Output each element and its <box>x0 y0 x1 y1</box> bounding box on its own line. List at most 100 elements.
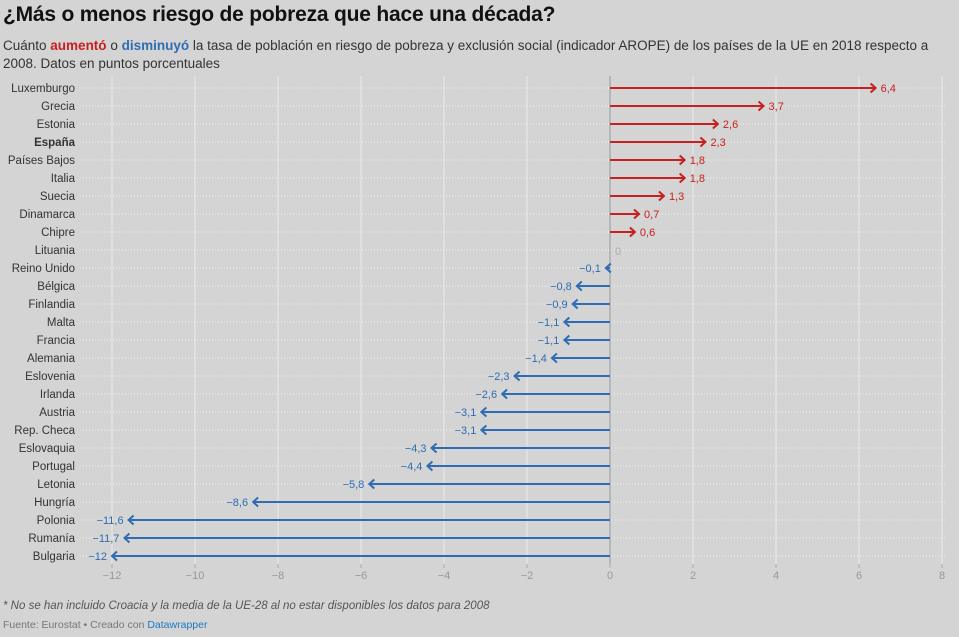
x-tick-label: 4 <box>773 570 779 582</box>
chart-subtitle: Cuánto aumentó o disminuyó la tasa de po… <box>3 37 953 72</box>
rows-layer: Luxemburgo Grecia Estonia España Países Bajo… <box>8 76 896 564</box>
country-label: Chipre <box>41 227 75 239</box>
arrow-head <box>430 442 438 454</box>
value-label: 2,6 <box>723 119 738 131</box>
arrow-head <box>679 154 687 166</box>
arrow-head <box>679 172 687 184</box>
country-label: Rumanía <box>28 533 75 545</box>
arrow-bar: −5,8 <box>343 478 610 491</box>
source-line: Fuente: Eurostat • Creado con Datawrappe… <box>3 619 207 631</box>
x-tick-label: 6 <box>856 570 862 582</box>
arrow-head <box>425 460 434 472</box>
country-label: Lituania <box>35 245 76 257</box>
country-label: Finlandia <box>28 299 75 311</box>
country-label: Polonia <box>37 515 76 527</box>
datawrapper-link[interactable]: Datawrapper <box>147 619 208 631</box>
value-label: 0 <box>615 246 621 258</box>
arrow-head <box>571 298 579 310</box>
chart-title: ¿Más o menos riesgo de pobreza que hace … <box>3 3 556 26</box>
country-label: Hungría <box>34 497 76 509</box>
value-label: −5,8 <box>343 479 365 491</box>
arrow-head <box>869 82 878 94</box>
country-label: Reino Unido <box>12 263 75 275</box>
x-tick-label: 0 <box>607 570 613 582</box>
arrow-bar: −8,6 <box>226 496 610 509</box>
subtitle-increase-keyword: aumentó <box>50 38 107 53</box>
arrow-bar: −1,4 <box>525 352 610 365</box>
arrow-head <box>110 550 118 562</box>
value-label: −1,1 <box>538 335 560 347</box>
value-label: −4,3 <box>405 443 427 455</box>
value-label: 3,7 <box>769 101 784 113</box>
value-label: 0,7 <box>644 209 659 221</box>
value-label: −1,1 <box>538 317 560 329</box>
arrow-head <box>604 262 612 274</box>
country-label: Malta <box>47 317 76 329</box>
country-label: Estonia <box>37 119 76 131</box>
arrow-head <box>712 118 720 130</box>
subtitle-decrease-keyword: disminuyó <box>121 38 190 53</box>
arrow-head <box>658 190 666 202</box>
value-label: −3,1 <box>455 425 477 437</box>
arrow-head <box>251 496 259 508</box>
country-label: Grecia <box>41 101 75 113</box>
x-tick-label: 2 <box>690 570 696 582</box>
country-label: Rep. Checa <box>14 425 75 437</box>
x-tick-label: −10 <box>186 570 205 582</box>
value-label: 0,6 <box>640 227 655 239</box>
value-label: −2,6 <box>475 389 497 401</box>
value-label: 1,8 <box>690 155 705 167</box>
arrow-bar: 0,7 <box>610 208 659 221</box>
arrow-head <box>562 334 571 346</box>
value-label: −0,9 <box>546 299 568 311</box>
value-label: 1,8 <box>690 173 705 185</box>
arrow-bar: −1,1 <box>538 316 610 329</box>
country-label: Países Bajos <box>8 155 75 167</box>
x-tick-label: 8 <box>939 570 945 582</box>
arrow-bar: −1,1 <box>538 334 610 347</box>
value-label: −8,6 <box>226 497 248 509</box>
arrow-head <box>633 208 641 220</box>
country-label: Austria <box>39 407 75 419</box>
country-label: Bélgica <box>37 281 75 293</box>
arrow-head <box>367 478 375 490</box>
arrow-bar: 2,3 <box>610 136 726 149</box>
subtitle-text-post: la tasa de población en riesgo de pobrez… <box>3 38 929 71</box>
value-label: −0,1 <box>579 263 601 275</box>
value-label: 2,3 <box>710 137 725 149</box>
footnote: * No se han incluido Croacia y la media … <box>3 600 490 612</box>
value-label: −4,4 <box>401 461 423 473</box>
country-label: Portugal <box>32 461 75 473</box>
arrow-head <box>575 280 583 292</box>
x-tick-label: −2 <box>521 570 534 582</box>
country-label: Letonia <box>37 479 75 491</box>
arrow-head <box>699 136 707 148</box>
arrow-bar: 2,6 <box>610 118 738 131</box>
value-label: −11,6 <box>97 515 124 527</box>
arrow-bar: 6,4 <box>610 82 896 95</box>
country-label: Bulgaria <box>33 551 76 563</box>
country-label: Francia <box>37 335 76 347</box>
arrow-head <box>479 424 488 436</box>
arrow-bar: 1,8 <box>610 172 705 185</box>
x-tick-label: −6 <box>355 570 368 582</box>
arrow-head <box>757 100 766 112</box>
arrow-bar-chart: Luxemburgo Grecia Estonia España Países Bajo… <box>8 76 945 582</box>
country-label: Eslovenia <box>25 371 75 383</box>
value-label: −11,7 <box>92 533 119 545</box>
country-label: Suecia <box>40 191 76 203</box>
arrow-bar: 0 <box>615 246 621 258</box>
arrow-bar: 3,7 <box>610 100 784 113</box>
source-text: Fuente: Eurostat • Creado con <box>3 619 148 631</box>
arrow-bar: −2,6 <box>475 388 610 401</box>
value-label: −0,8 <box>550 281 572 293</box>
arrow-head <box>629 226 637 238</box>
arrow-head <box>513 370 521 382</box>
value-label: 6,4 <box>881 83 896 95</box>
arrow-head <box>127 514 135 526</box>
arrow-bar: −4,3 <box>405 442 610 455</box>
country-label: Dinamarca <box>19 209 75 221</box>
country-label: Irlanda <box>40 389 76 401</box>
arrow-head <box>550 352 558 364</box>
x-tick-label: −4 <box>438 570 451 582</box>
